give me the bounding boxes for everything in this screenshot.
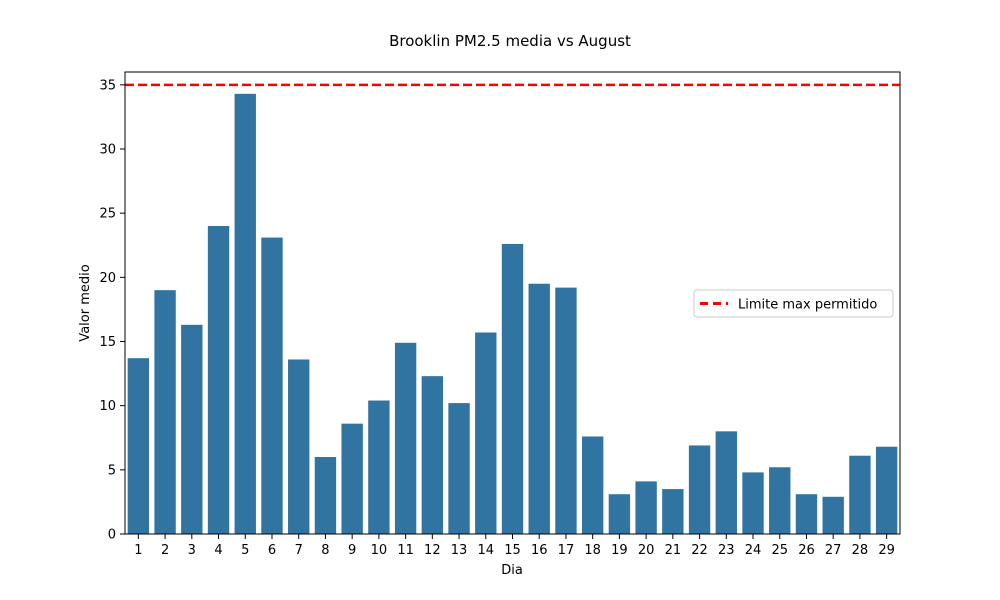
x-tick-label: 16 <box>531 543 548 558</box>
legend-box <box>693 289 894 318</box>
bar-2 <box>154 290 176 534</box>
bar-11 <box>394 342 417 534</box>
x-tick-label: 2 <box>161 543 169 558</box>
x-tick-label: 18 <box>584 543 601 558</box>
x-tick-label: 11 <box>397 543 414 558</box>
x-tick-label: 6 <box>268 543 276 558</box>
bar-14 <box>475 332 497 534</box>
bar-6 <box>261 237 283 535</box>
bar-12 <box>421 376 444 534</box>
x-tick-label: 15 <box>504 543 521 558</box>
x-tick-label: 20 <box>638 543 655 558</box>
bar-25 <box>769 467 791 534</box>
bar-4 <box>207 226 230 534</box>
bar-19 <box>608 494 631 534</box>
x-tick-label: 4 <box>214 543 222 558</box>
bar-5 <box>234 93 256 535</box>
bar-21 <box>662 489 684 534</box>
x-tick-label: 29 <box>878 543 895 558</box>
x-tick-label: 25 <box>771 543 788 558</box>
x-tick-label: 1 <box>134 543 142 558</box>
x-tick-label: 21 <box>665 543 682 558</box>
bar-15 <box>501 243 524 534</box>
y-tick-label: 30 <box>99 143 116 158</box>
x-tick-label: 3 <box>188 543 196 558</box>
bar-1 <box>127 358 150 534</box>
chart-title: Brooklin PM2.5 media vs August <box>389 32 631 50</box>
bar-18 <box>581 436 604 534</box>
y-tick-label: 35 <box>99 78 116 93</box>
bar-7 <box>288 359 310 534</box>
bar-13 <box>448 403 470 534</box>
x-tick-label: 19 <box>611 543 628 558</box>
y-tick-label: 20 <box>99 271 116 286</box>
x-axis-ticks: 1 2 3 4 5 6 7 8 9 10 11 12 13 14 15 16 17 18 19 20 21 22 23 24 2… <box>134 534 895 558</box>
bar-29 <box>875 446 898 534</box>
x-tick-label: 27 <box>825 543 842 558</box>
y-tick-label: 0 <box>108 528 116 543</box>
y-tick-label: 15 <box>99 335 116 350</box>
bar-10 <box>368 400 390 534</box>
bar-27 <box>822 496 844 534</box>
x-axis-label: Dia <box>501 563 523 578</box>
bar-24 <box>742 472 764 534</box>
x-tick-label: 28 <box>852 543 869 558</box>
bar-3 <box>181 324 203 534</box>
x-tick-label: 26 <box>798 543 815 558</box>
bar-9 <box>341 423 363 534</box>
x-tick-label: 9 <box>348 543 356 558</box>
bars-group <box>127 93 898 535</box>
x-tick-label: 14 <box>478 543 495 558</box>
x-tick-label: 5 <box>241 543 249 558</box>
y-axis-label: Valor medio <box>78 264 93 341</box>
bar-16 <box>528 283 550 534</box>
bar-28 <box>849 455 871 534</box>
x-tick-label: 10 <box>371 543 388 558</box>
bar-26 <box>795 494 818 534</box>
y-tick-label: 5 <box>108 463 116 478</box>
bar-20 <box>635 481 657 534</box>
legend-label: Limite max permitido <box>738 298 877 313</box>
bar-22 <box>688 445 711 534</box>
bar-23 <box>715 431 737 534</box>
x-tick-label: 13 <box>451 543 468 558</box>
x-tick-label: 17 <box>558 543 575 558</box>
x-tick-label: 12 <box>424 543 441 558</box>
bar-17 <box>555 287 577 534</box>
x-tick-label: 8 <box>321 543 329 558</box>
x-tick-label: 23 <box>718 543 735 558</box>
x-tick-label: 24 <box>745 543 762 558</box>
x-tick-label: 22 <box>691 543 708 558</box>
y-axis-ticks: 0 5 10 15 20 25 30 35 <box>99 78 125 543</box>
legend: Limite max permitido <box>693 289 894 318</box>
y-tick-label: 10 <box>99 399 116 414</box>
y-tick-label: 25 <box>99 207 116 222</box>
bar-8 <box>314 457 337 534</box>
x-tick-label: 7 <box>295 543 303 558</box>
